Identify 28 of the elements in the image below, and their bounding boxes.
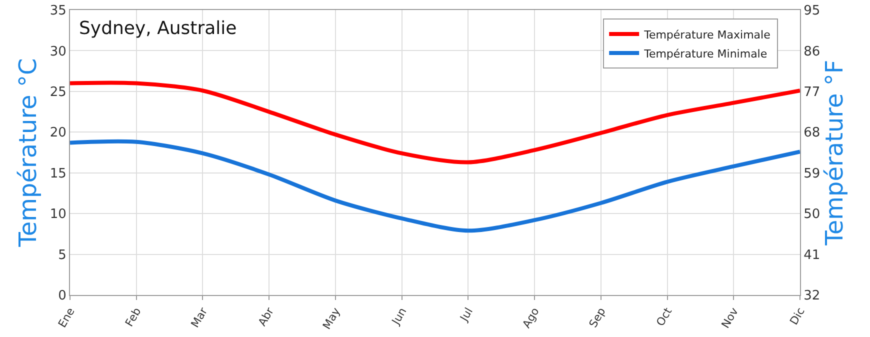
y2-tick-label: 77 bbox=[804, 84, 820, 100]
line-series bbox=[70, 80, 800, 164]
y-tick-label: 5 bbox=[58, 248, 66, 263]
x-tick-label: Oct bbox=[654, 304, 675, 328]
y-tick-label: 15 bbox=[50, 166, 66, 182]
x-tick-label: Feb bbox=[122, 305, 144, 329]
x-tick-label: Jul bbox=[457, 305, 476, 324]
y-tick-label: 20 bbox=[50, 126, 66, 141]
y2-tick-label: 95 bbox=[804, 4, 820, 19]
y-tick-label: 10 bbox=[50, 207, 66, 222]
y2-tick-label: 41 bbox=[804, 248, 820, 263]
y-tick-label: 25 bbox=[50, 84, 66, 100]
y-tick-label: 35 bbox=[50, 4, 66, 19]
y-axis-title: Température °C bbox=[14, 58, 42, 248]
line-series bbox=[70, 139, 800, 233]
y2-tick-label: 50 bbox=[804, 207, 820, 222]
y2-tick-label: 59 bbox=[804, 166, 820, 182]
y2-tick-label: 68 bbox=[804, 126, 820, 141]
y2-tick-label: 86 bbox=[804, 44, 820, 60]
y2-tick-label: 32 bbox=[804, 288, 820, 304]
y-tick-label: 0 bbox=[58, 288, 66, 304]
legend-label: Température Maximale bbox=[643, 28, 771, 42]
legend-label: Température Minimale bbox=[643, 47, 768, 60]
x-tick-label: Jun bbox=[388, 305, 410, 328]
x-tick-label: Dic bbox=[787, 305, 808, 328]
y2-axis-title: Température °F bbox=[820, 60, 848, 246]
y-tick-label: 30 bbox=[50, 44, 66, 60]
text: Sydney, Australie bbox=[79, 18, 237, 39]
